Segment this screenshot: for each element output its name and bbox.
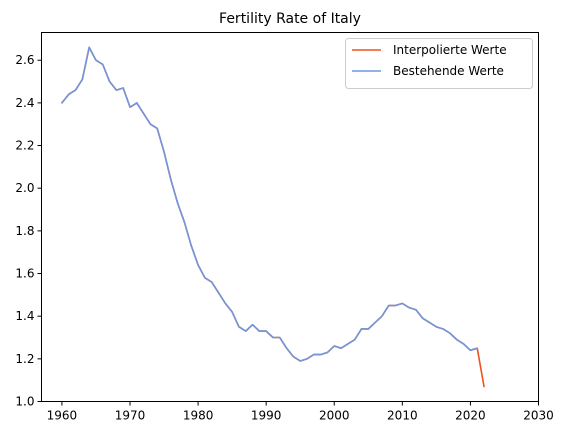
series-lines (61, 46, 485, 388)
legend-box (345, 38, 533, 89)
x-axis: 1960 1970 1980 1990 2000 2010 2020 2030 (47, 401, 554, 423)
x-tick-label: 1990 (251, 409, 282, 423)
x-tick-label: 1980 (183, 409, 214, 423)
y-tick-label: 1.0 (15, 395, 34, 409)
y-tick-label: 1.6 (15, 267, 34, 281)
legend: Interpolierte Werte Bestehende Werte (345, 38, 533, 89)
legend-label: Bestehende Werte (393, 64, 504, 78)
plot-area-frame (41, 32, 539, 402)
y-tick-label: 2.2 (15, 139, 34, 153)
y-tick-label: 1.4 (15, 309, 34, 323)
y-tick-label: 2.0 (15, 181, 34, 195)
y-axis: 1.0 1.2 1.4 1.6 1.8 2.0 2.2 2.4 2.6 (15, 53, 42, 409)
y-tick-label: 1.8 (15, 224, 34, 238)
x-tick-label: 1970 (115, 409, 146, 423)
chart-title: Fertility Rate of Italy (219, 11, 361, 27)
y-tick-label: 1.2 (15, 352, 34, 366)
x-tick-label: 2010 (387, 409, 418, 423)
legend-label: Interpolierte Werte (393, 43, 507, 57)
x-tick-label: 2030 (523, 409, 554, 423)
x-tick-label: 2000 (319, 409, 350, 423)
series-line-existing (61, 46, 479, 362)
y-tick-label: 2.4 (15, 96, 34, 110)
x-tick-label: 2020 (455, 409, 486, 423)
y-tick-label: 2.6 (15, 53, 34, 67)
x-tick-label: 1960 (47, 409, 78, 423)
